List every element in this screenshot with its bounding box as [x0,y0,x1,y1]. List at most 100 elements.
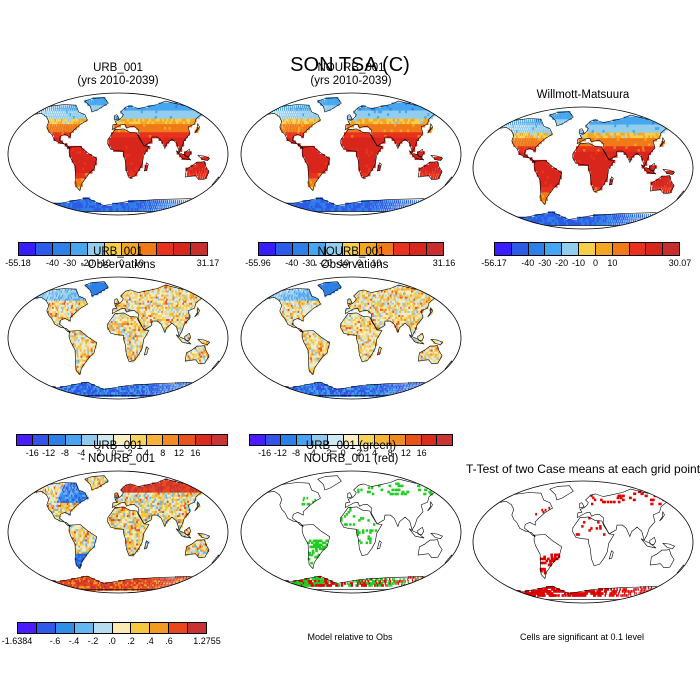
colorbar-tick: 31.17 [196,258,220,268]
colorbar-segment [190,243,208,255]
colorbar-segment [53,243,71,255]
colorbar-tick: -30 [538,258,552,268]
coastline-greenland [317,281,342,297]
colorbar-tick: -12 [273,448,287,458]
coastline-japan [427,501,433,512]
colorbar-tick: 0 [119,258,125,268]
colorbar-p1 [18,242,208,256]
colorbar-segment [18,623,37,633]
coastline-madagascar [376,162,382,172]
panel-title-p4: URB_001- Observations [5,246,231,272]
coastline-namerica [31,288,88,333]
coastline-africa [107,128,150,179]
coastline-namerica [264,104,321,149]
coastline-png [430,533,443,540]
colorbar-tick: 4 [143,448,149,458]
coastline-africa [340,506,383,557]
coastline-madagascar [608,176,614,186]
coastline-indonesia [408,334,425,345]
coastline-antarctica [260,381,442,396]
coastline-japan [427,307,433,318]
coastline-antarctica [27,575,209,590]
map-p2 [240,92,462,216]
colorbar-tick: -20 [80,258,94,268]
coastline-europe [111,100,211,153]
coastline-indonesia [640,538,657,549]
coastline-madagascar [376,346,382,356]
coastline-australia [184,539,210,559]
coastline-indonesia [175,150,192,161]
map-p1 [7,92,229,216]
colorbar-segment [326,243,344,255]
colorbar-p4 [16,434,228,446]
coastline-borneo [184,526,192,536]
coastline-australia [184,345,210,365]
coastline-australia [417,345,443,365]
colorbar-segment [275,243,293,255]
colorbar-tick: -55.96 [245,258,271,268]
map-p4 [7,276,229,400]
colorbar-segment [390,435,407,445]
colorbar-tick: 0 [592,258,598,268]
colorbar-tick: -30 [302,258,316,268]
coastline-borneo [184,332,192,342]
colorbar-labels-p6: -1.6384 -.6 -.4 -.2 .0 .2 .4 .6 1.2755 [2,636,221,648]
coastline-africa [340,312,383,363]
coastline-greenland [84,475,109,491]
colorbar-tick: -.6 [49,636,61,646]
colorbar-segment [195,435,212,445]
panel-title-p7: URB_001 (green) NOURB_001 (red) [238,440,464,466]
colorbar-segment [98,435,115,445]
colorbar-segment [312,435,329,445]
colorbar-segment [156,243,174,255]
coastline-greenland [549,485,574,501]
colorbar-labels-p2: -55.96 -40 -30 -20 -10 0 10 31.16 [245,258,455,270]
coastline-uk [347,492,353,499]
coastline-png [197,339,210,346]
colorbar-segment [374,435,391,445]
colorbar-segment [629,243,647,255]
coastline-africa [572,516,615,567]
coastline-antarctica [27,197,209,212]
coastline-borneo [649,162,657,172]
coastline-europe [111,284,211,337]
coastline-png [430,339,443,346]
colorbar-segment [495,243,512,255]
colorbar-tick: -10 [97,258,111,268]
coastline-indonesia [408,528,425,539]
colorbar-segment [131,623,151,633]
colorbar-tick: 10 [133,258,144,268]
map-p3 [472,106,694,230]
colorbar-segment [87,243,105,255]
colorbar-segment [646,243,664,255]
coastline-madagascar [143,540,149,550]
coastline-japan [659,511,665,522]
colorbar-segment [19,243,37,255]
colorbar-segment [81,435,99,445]
colorbar-segment [104,243,123,255]
colorbar-segment [292,243,310,255]
colorbar-tick: -20 [319,258,333,268]
colorbar-tick: 2 [356,448,362,458]
colorbar-segment [437,435,452,445]
colorbar-tick: -56.17 [481,258,507,268]
coastline-madagascar [143,346,149,356]
panel-title-line: - Observations [80,259,156,271]
map-p8 [472,480,694,604]
coastline-uk [114,298,120,305]
colorbar-segment [421,435,438,445]
colorbar-tick: -4 [77,448,86,458]
panel-title-line: (yrs 2010-2039) [310,75,392,87]
colorbar-tick: .2 [127,636,135,646]
coastline-greenland [84,97,109,113]
coastline-namerica [264,288,321,333]
panel-note-p7: Model relative to Obs [307,632,393,642]
coastline-uk [347,114,353,121]
coastline-namerica [264,482,321,527]
colorbar-segment [114,435,131,445]
colorbar-labels-p3: -56.17 -40 -30 -20 -10 0 10 30.07 [481,258,691,270]
colorbar-tick: -20 [555,258,569,268]
coastline-png [662,169,675,176]
colorbar-tick: 16 [416,448,427,458]
colorbar-segment [406,435,422,445]
